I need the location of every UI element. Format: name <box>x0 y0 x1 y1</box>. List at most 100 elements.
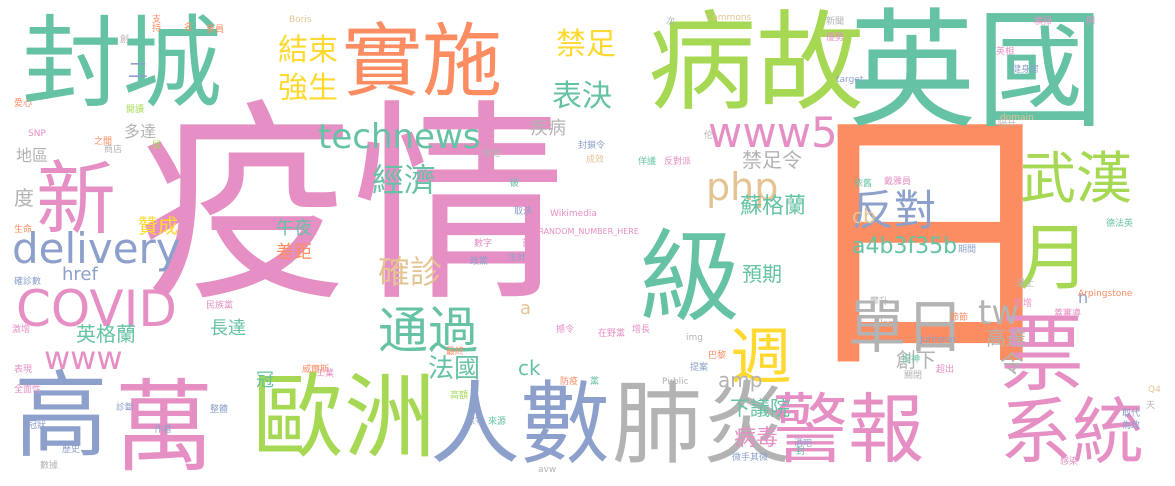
word: 令 <box>1000 350 1024 378</box>
word: 二 <box>128 58 148 82</box>
word: 在野黨 <box>598 329 626 339</box>
word: 單日 <box>848 293 965 361</box>
word: target <box>836 75 864 85</box>
word: a4b3f35b <box>852 234 958 259</box>
word: 攀升 <box>870 297 889 307</box>
word: 確診 <box>378 253 443 291</box>
word: 表現 <box>14 365 33 375</box>
word: 午夜 <box>276 218 312 239</box>
word: 贊成 <box>138 214 178 238</box>
word: 最終 <box>446 347 465 357</box>
word: 鼠 <box>152 141 162 151</box>
word: 級 <box>640 219 740 336</box>
word: 生計 <box>508 253 527 263</box>
word: cb <box>852 204 876 228</box>
word: 萬 <box>114 369 214 486</box>
word: 週 <box>730 320 793 393</box>
word: 閱讀 <box>126 105 145 115</box>
word: 政黨 <box>470 257 489 267</box>
word: 首圖 <box>522 239 541 249</box>
word: 高達 <box>986 326 1026 350</box>
word: php <box>706 165 779 209</box>
word: n <box>1078 288 1089 307</box>
word: 差距 <box>276 242 312 263</box>
word: 數據 <box>40 461 59 471</box>
word: 疾病 <box>530 118 566 139</box>
word: _blank <box>870 319 900 329</box>
word: 高 <box>14 362 109 471</box>
word: Boris <box>289 15 312 25</box>
word: domain <box>1000 113 1034 123</box>
word: 英相 <box>996 47 1015 57</box>
word: 封城 <box>22 5 222 122</box>
word: 反對派 <box>664 157 692 167</box>
word: 法國 <box>428 354 481 384</box>
word: 激增 <box>12 325 31 335</box>
word: 經濟 <box>372 161 437 199</box>
word: 德法英 <box>1106 219 1134 229</box>
word: 病故 <box>648 1 865 126</box>
word: 系統 <box>1000 390 1145 474</box>
word: Q4 <box>1148 385 1161 395</box>
word: 工業 <box>316 369 335 379</box>
word: 月 <box>1018 216 1091 300</box>
word: amp <box>718 368 763 392</box>
word: 冠狀 <box>28 421 47 431</box>
word: 成效 <box>586 155 605 165</box>
word: 週止 <box>1016 279 1035 289</box>
word: ck <box>518 356 541 380</box>
word: 例 <box>1086 17 1096 27</box>
word: 黨 <box>590 377 600 387</box>
word: Public <box>662 377 689 387</box>
word: 英國 <box>848 0 1105 146</box>
word: 取決 <box>514 207 533 217</box>
word: 微手其微 <box>732 453 769 463</box>
word: INSERT_RANDOM_NUMBER_HERE <box>506 227 639 236</box>
word: 英格蘭 <box>76 322 136 346</box>
word: 破 <box>510 179 520 189</box>
word: 蘇格蘭 <box>740 194 807 219</box>
word: 節節 <box>950 313 969 323</box>
word: 為政 <box>1122 421 1141 431</box>
word: 確診數 <box>14 277 42 287</box>
word: 警報 <box>772 385 924 474</box>
word: href <box>62 264 98 285</box>
word: 反對 <box>852 186 937 235</box>
word: 愛心 <box>14 99 33 109</box>
word: 隔升 <box>998 119 1017 129</box>
word: avw <box>538 465 557 475</box>
word: 健身房 <box>1012 65 1040 75</box>
word: 通過 <box>378 302 478 360</box>
word: 地區 <box>16 146 49 165</box>
word: 禁足 <box>556 27 616 62</box>
word: 疫情 <box>138 82 566 331</box>
word: 武漢 <box>1020 147 1132 212</box>
word: 次 <box>666 17 676 27</box>
word: 生命 <box>14 225 33 235</box>
word: 度 <box>14 186 34 210</box>
word: 人數 <box>430 372 610 477</box>
word: 歷史 <box>62 445 81 455</box>
word: www5 <box>708 108 838 157</box>
word: 撼令 <box>556 325 575 335</box>
word: 措施 <box>482 149 501 159</box>
word: 來源 <box>488 417 507 427</box>
word: 冠 <box>256 370 274 391</box>
word: 取代 <box>1122 409 1141 419</box>
word: 蓋審導 <box>1054 309 1082 319</box>
word: 肺炎 <box>612 372 792 477</box>
word: 關閉 <box>904 371 923 381</box>
word: 參員 <box>206 25 225 35</box>
word: 提案 <box>690 363 709 373</box>
word: 依舊 <box>854 179 873 189</box>
word: 整體 <box>210 405 229 415</box>
word: 封鎖令 <box>578 141 606 151</box>
word: 超出 <box>936 365 955 375</box>
word: 提神 <box>902 355 921 365</box>
word: 伦 <box>704 131 714 141</box>
word: COVID <box>16 280 177 338</box>
word: 新增 <box>1014 299 1033 309</box>
word: 名 <box>184 23 194 33</box>
word: 歐洲 <box>252 364 437 471</box>
